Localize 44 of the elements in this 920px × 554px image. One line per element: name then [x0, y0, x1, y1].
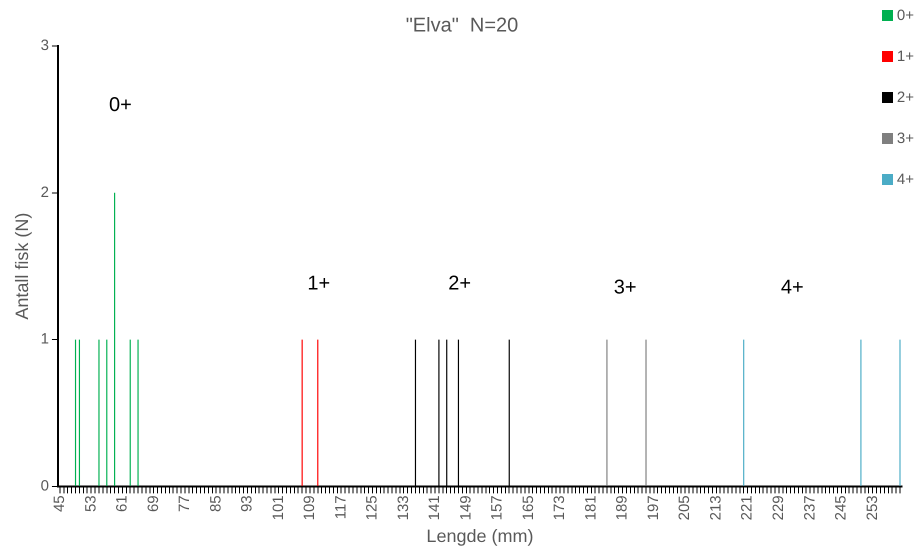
- x-tick-label: 221: [738, 495, 756, 520]
- annotation: 4+: [780, 276, 804, 299]
- legend-label: 3+: [896, 130, 914, 146]
- x-tick-label: 53: [82, 495, 100, 512]
- x-tick-label: 85: [207, 495, 224, 512]
- x-tick-label: 69: [144, 495, 162, 512]
- legend-label: 1+: [896, 48, 914, 64]
- x-tick-label: 141: [426, 495, 444, 520]
- x-tick-label: 213: [707, 495, 724, 520]
- x-tick-label: 117: [332, 495, 350, 520]
- chart-title: "Elva" N=20: [406, 14, 518, 37]
- x-tick-label: 229: [770, 495, 787, 520]
- x-tick-label: 189: [614, 495, 631, 520]
- x-tick-label: 101: [270, 495, 287, 520]
- x-tick-label: 77: [176, 495, 194, 512]
- y-tick-label: 1: [40, 330, 49, 348]
- x-tick-label: 133: [394, 495, 412, 520]
- annotation: 3+: [614, 276, 637, 299]
- x-axis-title: Lengde (mm): [426, 526, 534, 546]
- legend-label: 2+: [896, 88, 914, 106]
- x-tick-label: 173: [551, 495, 568, 520]
- x-tick-label: 61: [114, 495, 131, 512]
- y-tick-label: 3: [40, 37, 49, 54]
- x-tick-label: 197: [644, 495, 662, 520]
- x-tick-label: 45: [51, 495, 68, 512]
- y-axis-title: Antall fisk (N): [12, 212, 32, 320]
- x-tick-label: 165: [520, 495, 537, 520]
- y-tick-label: 2: [40, 184, 49, 201]
- x-tick-label: 109: [301, 495, 318, 520]
- x-tick-label: 253: [864, 495, 881, 520]
- annotation: 2+: [448, 272, 472, 294]
- annotation: 1+: [307, 272, 330, 294]
- x-tick-label: 181: [582, 495, 600, 520]
- legend-label: 0+: [896, 6, 914, 24]
- x-tick-label: 157: [488, 495, 506, 520]
- x-tick-label: 237: [801, 495, 818, 520]
- y-tick-label: 0: [40, 478, 49, 495]
- legend-label: 4+: [896, 170, 914, 188]
- x-tick-label: 245: [832, 495, 850, 520]
- x-tick-label: 125: [364, 495, 381, 520]
- annotation: 0+: [108, 94, 132, 116]
- x-tick-label: 205: [676, 495, 694, 520]
- x-tick-label: 149: [457, 495, 474, 520]
- x-tick-label: 93: [238, 495, 256, 512]
